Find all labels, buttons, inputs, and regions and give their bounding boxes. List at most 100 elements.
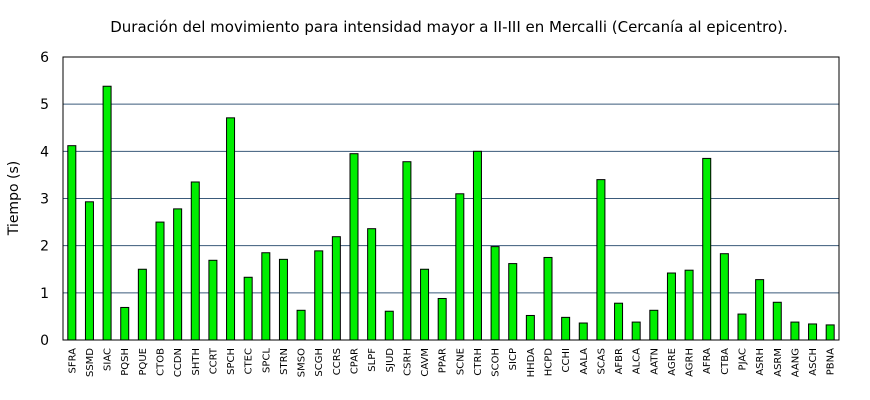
bar — [578, 322, 588, 341]
x-tick-label: CSRH — [402, 348, 413, 376]
x-tick-label: PBNA — [826, 348, 837, 375]
y-tick-label: 5 — [40, 97, 49, 113]
bar — [261, 252, 271, 341]
x-tick-label: SHTH — [191, 348, 202, 376]
x-tick-label: AFBR — [614, 348, 625, 374]
x-tick-label: AGRE — [667, 348, 678, 376]
bar — [543, 256, 553, 341]
bar — [367, 228, 377, 341]
x-tick-label: AFRA — [702, 348, 713, 374]
x-tick-label: SPCL — [261, 348, 272, 373]
bar — [719, 253, 729, 341]
bar — [102, 85, 112, 341]
bar — [84, 201, 94, 341]
y-tick-label: 6 — [40, 50, 49, 66]
bar — [472, 150, 482, 341]
x-tick-label: ALCA — [632, 348, 643, 374]
bar — [490, 246, 500, 341]
x-tick-label: SFRA — [67, 348, 78, 374]
x-tick-labels: SFRA SSMD SIAC PQSH PQUE CTOB CCDN SHTH CCRT SPCH… — [67, 347, 836, 377]
x-tick-label: CTOB — [156, 348, 167, 376]
x-tick-label: SJUD — [385, 348, 396, 373]
x-tick-label: CCHI — [561, 348, 572, 372]
x-tick-label: SSMD — [85, 348, 96, 377]
bar — [508, 263, 518, 341]
x-tick-label: SCAS — [596, 348, 607, 375]
x-tick-label: ASRM — [773, 348, 784, 377]
y-tick-labels: 0 1 2 3 4 5 6 — [40, 50, 49, 349]
bar — [737, 313, 747, 341]
x-tick-label: SCOH — [491, 348, 502, 377]
x-tick-label: AALA — [579, 348, 590, 375]
x-tick-label: PQUE — [138, 348, 149, 376]
bar — [155, 221, 165, 341]
x-tick-label: AGRH — [685, 348, 696, 377]
x-tick-label: HHDA — [526, 348, 537, 378]
x-tick-label: STRN — [279, 348, 290, 375]
x-tick-label: CTRH — [473, 348, 484, 376]
bar — [790, 321, 800, 341]
x-tick-label: CCDN — [173, 348, 184, 377]
bar — [420, 268, 430, 341]
plot-frame — [62, 56, 840, 341]
x-tick-label: PPAR — [438, 348, 449, 373]
bar — [666, 272, 676, 341]
bar — [561, 316, 571, 341]
x-tick-label: ASCH — [808, 348, 819, 376]
bar — [190, 181, 200, 341]
bar — [226, 117, 236, 341]
bar — [808, 323, 818, 341]
bar — [243, 276, 253, 341]
x-tick-label: SCNE — [455, 348, 466, 375]
x-tick-label: CCRS — [332, 348, 343, 375]
x-tick-label: SCGH — [314, 348, 325, 377]
x-tick-label: ASRH — [755, 348, 766, 376]
bar — [684, 269, 694, 341]
x-tick-label: CCRT — [208, 347, 219, 374]
x-tick-label: SMSO — [297, 348, 308, 377]
bar — [137, 268, 147, 341]
bar — [296, 309, 306, 341]
bar — [455, 193, 465, 341]
bar — [596, 179, 606, 341]
x-tick-label: SLPF — [367, 348, 378, 372]
bar — [278, 258, 288, 341]
bar — [614, 302, 624, 341]
x-tick-label: SPCH — [226, 348, 237, 375]
x-tick-label: CTEC — [244, 348, 255, 374]
bars — [67, 85, 835, 341]
x-tick-label: CPAR — [350, 348, 361, 374]
bar — [67, 145, 77, 341]
bar — [208, 259, 218, 341]
bar — [349, 153, 359, 341]
bar — [384, 310, 394, 341]
y-tick-label: 1 — [40, 286, 49, 302]
x-tick-label: HCPD — [544, 348, 555, 377]
x-tick-label: CAVM — [420, 348, 431, 377]
y-tick-label: 3 — [40, 192, 49, 208]
x-tick-label: SICP — [508, 348, 519, 370]
bar — [525, 314, 535, 341]
bar — [702, 157, 712, 341]
x-tick-label: PQSH — [120, 348, 131, 376]
chart-title: Duración del movimiento para intensidad … — [110, 18, 788, 36]
x-tick-label: SIAC — [103, 348, 114, 371]
bar — [120, 306, 130, 341]
x-tick-label: AANG — [790, 348, 801, 377]
bar — [649, 309, 659, 341]
bar — [825, 324, 835, 341]
bar — [173, 208, 183, 341]
y-tick-label: 0 — [40, 333, 49, 349]
bar — [402, 161, 412, 341]
bar — [437, 297, 447, 341]
bar — [631, 321, 641, 341]
y-tick-label: 2 — [40, 239, 49, 255]
bar — [755, 279, 765, 341]
bar — [314, 250, 324, 341]
bar — [331, 236, 341, 341]
x-tick-label: AATN — [649, 348, 660, 375]
x-tick-label: PJAC — [738, 348, 749, 370]
y-axis-label: Tiempo (s) — [6, 161, 22, 236]
